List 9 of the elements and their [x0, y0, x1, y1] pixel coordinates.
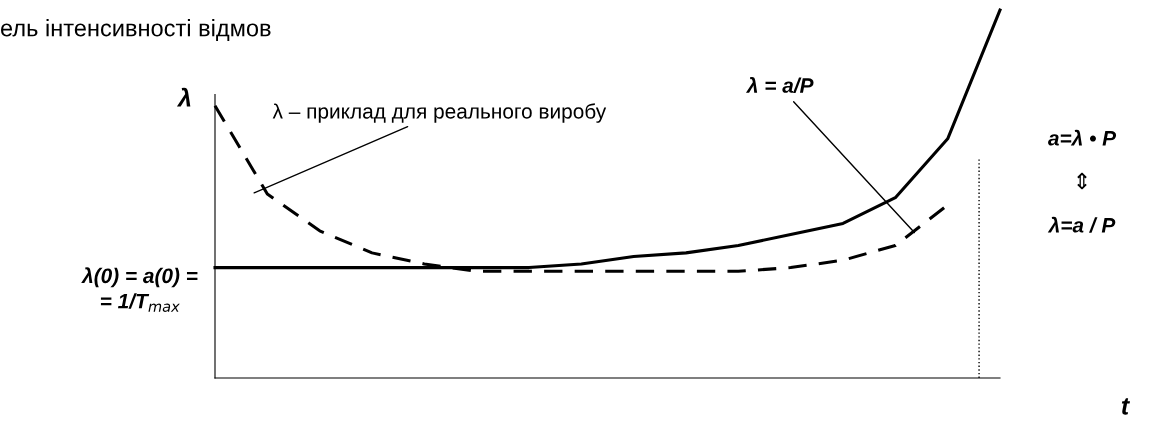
text: ⇕ [1077, 172, 1087, 190]
text: a=λ • P [1048, 129, 1117, 146]
chart-title: ель інтенсивності відмов [1, 19, 271, 41]
text: λ(0) = a(0) = = 1/T$_{max}$ [81, 267, 198, 312]
annotation: λ – приклад для реального виробу [272, 103, 607, 123]
text: λ=a / P [1047, 216, 1116, 233]
y-axis-title: λ [176, 87, 191, 107]
annotation: λ = a/P [745, 77, 814, 94]
x-axis-title: t [1121, 398, 1131, 415]
